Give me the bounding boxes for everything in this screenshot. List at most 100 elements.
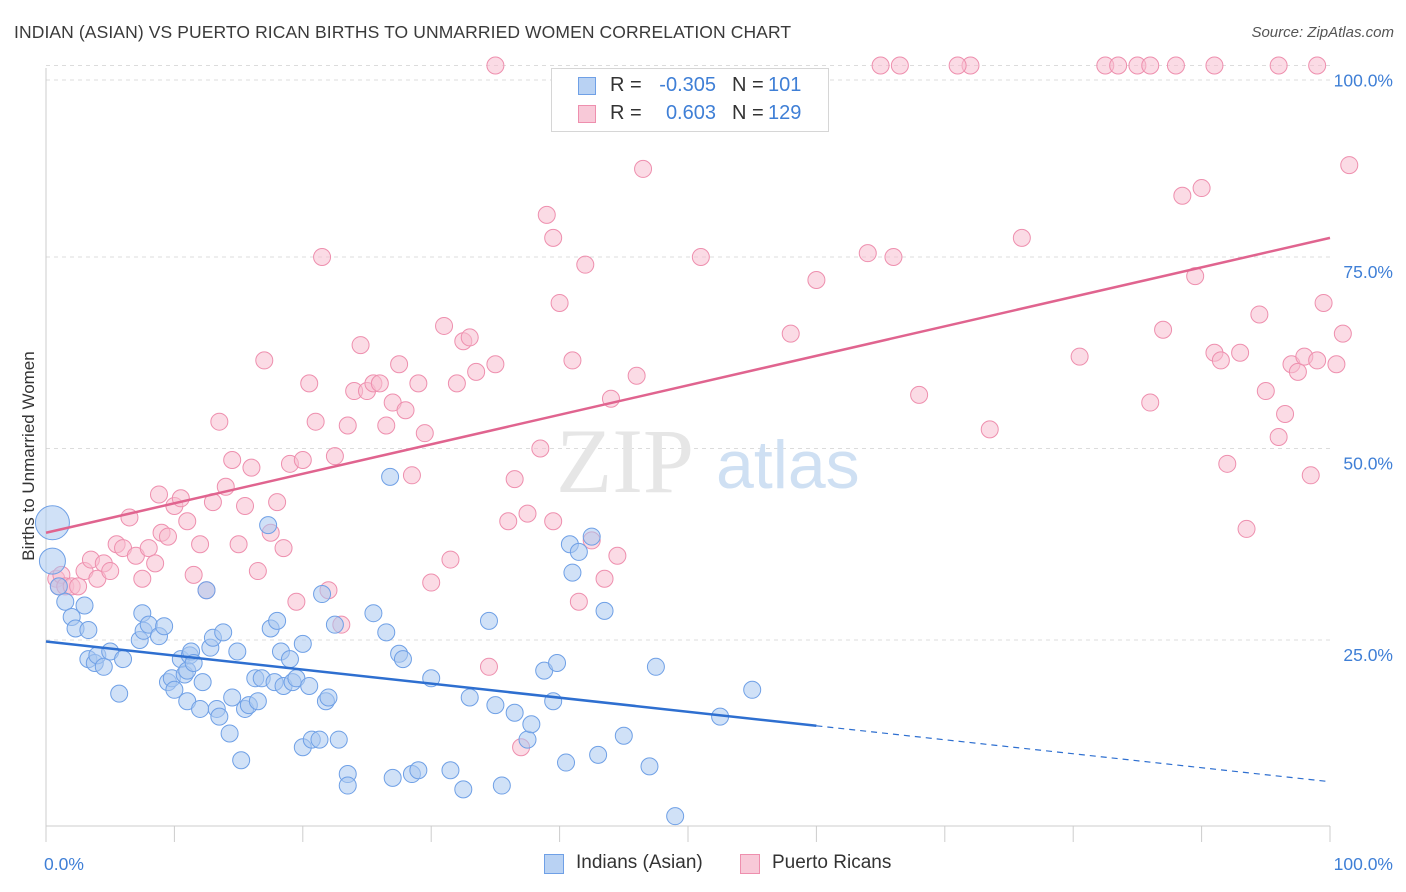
data-point-puerto-ricans (563, 351, 582, 370)
data-point-puerto-ricans (505, 470, 524, 489)
data-point-puerto-ricans (390, 355, 409, 374)
data-point-puerto-ricans (229, 535, 248, 554)
gridlines (46, 65, 1330, 641)
watermark-atlas: atlas (716, 427, 860, 503)
legend-row-indians: R = -0.305 N = 101 (552, 71, 828, 101)
data-point-indians-asian (548, 653, 567, 672)
legend-n-value: 101 (768, 74, 802, 96)
legend-swatch-pink (578, 105, 596, 123)
data-point-indians-asian (155, 617, 174, 636)
data-point-puerto-ricans (550, 293, 569, 312)
data-point-indians-asian (293, 634, 312, 653)
data-point-indians-asian (364, 604, 383, 623)
data-point-puerto-ricans (178, 512, 197, 531)
data-point-puerto-ricans (447, 374, 466, 393)
data-point-puerto-ricans (396, 401, 415, 420)
data-point-puerto-ricans (871, 56, 890, 75)
data-point-puerto-ricans (1308, 351, 1327, 370)
data-point-puerto-ricans (781, 324, 800, 343)
data-point-indians-asian (248, 692, 267, 711)
data-point-indians-asian (563, 563, 582, 582)
data-point-indians-asian (329, 730, 348, 749)
legend-n-label: N = (732, 102, 764, 124)
data-point-puerto-ricans (69, 577, 88, 596)
data-point-indians-asian (441, 761, 460, 780)
data-point-indians-asian (409, 761, 428, 780)
data-point-indians-asian (94, 657, 113, 676)
data-point-indians-asian (518, 730, 537, 749)
data-point-puerto-ricans (351, 336, 370, 355)
data-point-puerto-ricans (544, 228, 563, 247)
data-point-indians-asian (522, 715, 541, 734)
data-point-indians-asian (268, 611, 287, 630)
data-point-indians-asian (114, 650, 133, 669)
trend-line-indians-asian (45, 640, 817, 728)
data-point-puerto-ricans (1154, 320, 1173, 339)
legend-swatch-blue (544, 854, 564, 874)
data-point-puerto-ricans (248, 562, 267, 581)
data-point-puerto-ricans (1109, 56, 1128, 75)
data-point-puerto-ricans (1237, 519, 1256, 538)
data-point-indians-asian (492, 776, 511, 795)
data-point-indians-asian (197, 581, 216, 600)
data-point-indians-asian (49, 577, 68, 596)
data-point-puerto-ricans (980, 420, 999, 439)
data-point-puerto-ricans (486, 355, 505, 374)
data-point-puerto-ricans (1141, 56, 1160, 75)
data-point-puerto-ricans (325, 447, 344, 466)
data-point-indians-asian (743, 680, 762, 699)
data-point-puerto-ricans (191, 535, 210, 554)
data-point-puerto-ricans (1070, 347, 1089, 366)
data-point-puerto-ricans (1327, 355, 1346, 374)
data-point-indians-asian (338, 776, 357, 795)
data-point-puerto-ricans (910, 385, 929, 404)
data-point-puerto-ricans (499, 512, 518, 531)
legend-r-label: R = (610, 102, 642, 124)
correlation-legend: R = -0.305 N = 101 R = 0.603 N = 129 (551, 68, 829, 132)
data-point-indians-asian (300, 676, 319, 695)
trend-lines (45, 236, 1331, 783)
y-axis-label: Births to Unmarried Women (19, 351, 38, 560)
data-point-indians-asian (325, 615, 344, 634)
legend-r-value: -0.305 (659, 74, 716, 96)
data-point-indians-asian (666, 807, 685, 826)
data-point-puerto-ricans (338, 416, 357, 435)
data-point-puerto-ricans (1166, 56, 1185, 75)
data-point-indians-asian (259, 516, 278, 535)
data-point-puerto-ricans (236, 496, 255, 515)
data-point-puerto-ricans (268, 493, 287, 512)
data-point-puerto-ricans (149, 485, 168, 504)
data-point-puerto-ricans (1173, 186, 1192, 205)
y-tick-label: 100.0% (1334, 71, 1393, 91)
data-point-indians-asian (110, 684, 129, 703)
data-point-puerto-ricans (1012, 228, 1031, 247)
data-point-indians-asian (460, 688, 479, 707)
data-point-indians-asian (310, 730, 329, 749)
trend-line-indians-asian-extrapolated (816, 725, 1331, 783)
legend-swatch-blue (578, 77, 596, 95)
data-point-puerto-ricans (293, 450, 312, 469)
data-point-puerto-ricans (300, 374, 319, 393)
data-point-indians-asian (56, 592, 75, 611)
data-point-puerto-ricans (858, 244, 877, 263)
data-point-puerto-ricans (608, 546, 627, 565)
data-point-puerto-ricans (435, 316, 454, 335)
indians-asian-points (34, 467, 762, 826)
data-point-puerto-ricans (807, 270, 826, 289)
data-point-puerto-ricans (146, 554, 165, 573)
data-point-indians-asian (377, 623, 396, 642)
data-point-indians-asian (479, 611, 498, 630)
data-point-indians-asian (486, 696, 505, 715)
chart-title: INDIAN (ASIAN) VS PUERTO RICAN BIRTHS TO… (14, 22, 792, 42)
data-point-indians-asian (232, 751, 251, 770)
data-point-puerto-ricans (287, 592, 306, 611)
data-point-puerto-ricans (422, 573, 441, 592)
data-point-puerto-ricans (1141, 393, 1160, 412)
data-point-indians-asian (646, 657, 665, 676)
data-point-puerto-ricans (627, 366, 646, 385)
data-point-puerto-ricans (409, 374, 428, 393)
data-point-indians-asian (319, 688, 338, 707)
data-point-puerto-ricans (884, 248, 903, 266)
legend-label: Indians (Asian) (576, 852, 703, 873)
